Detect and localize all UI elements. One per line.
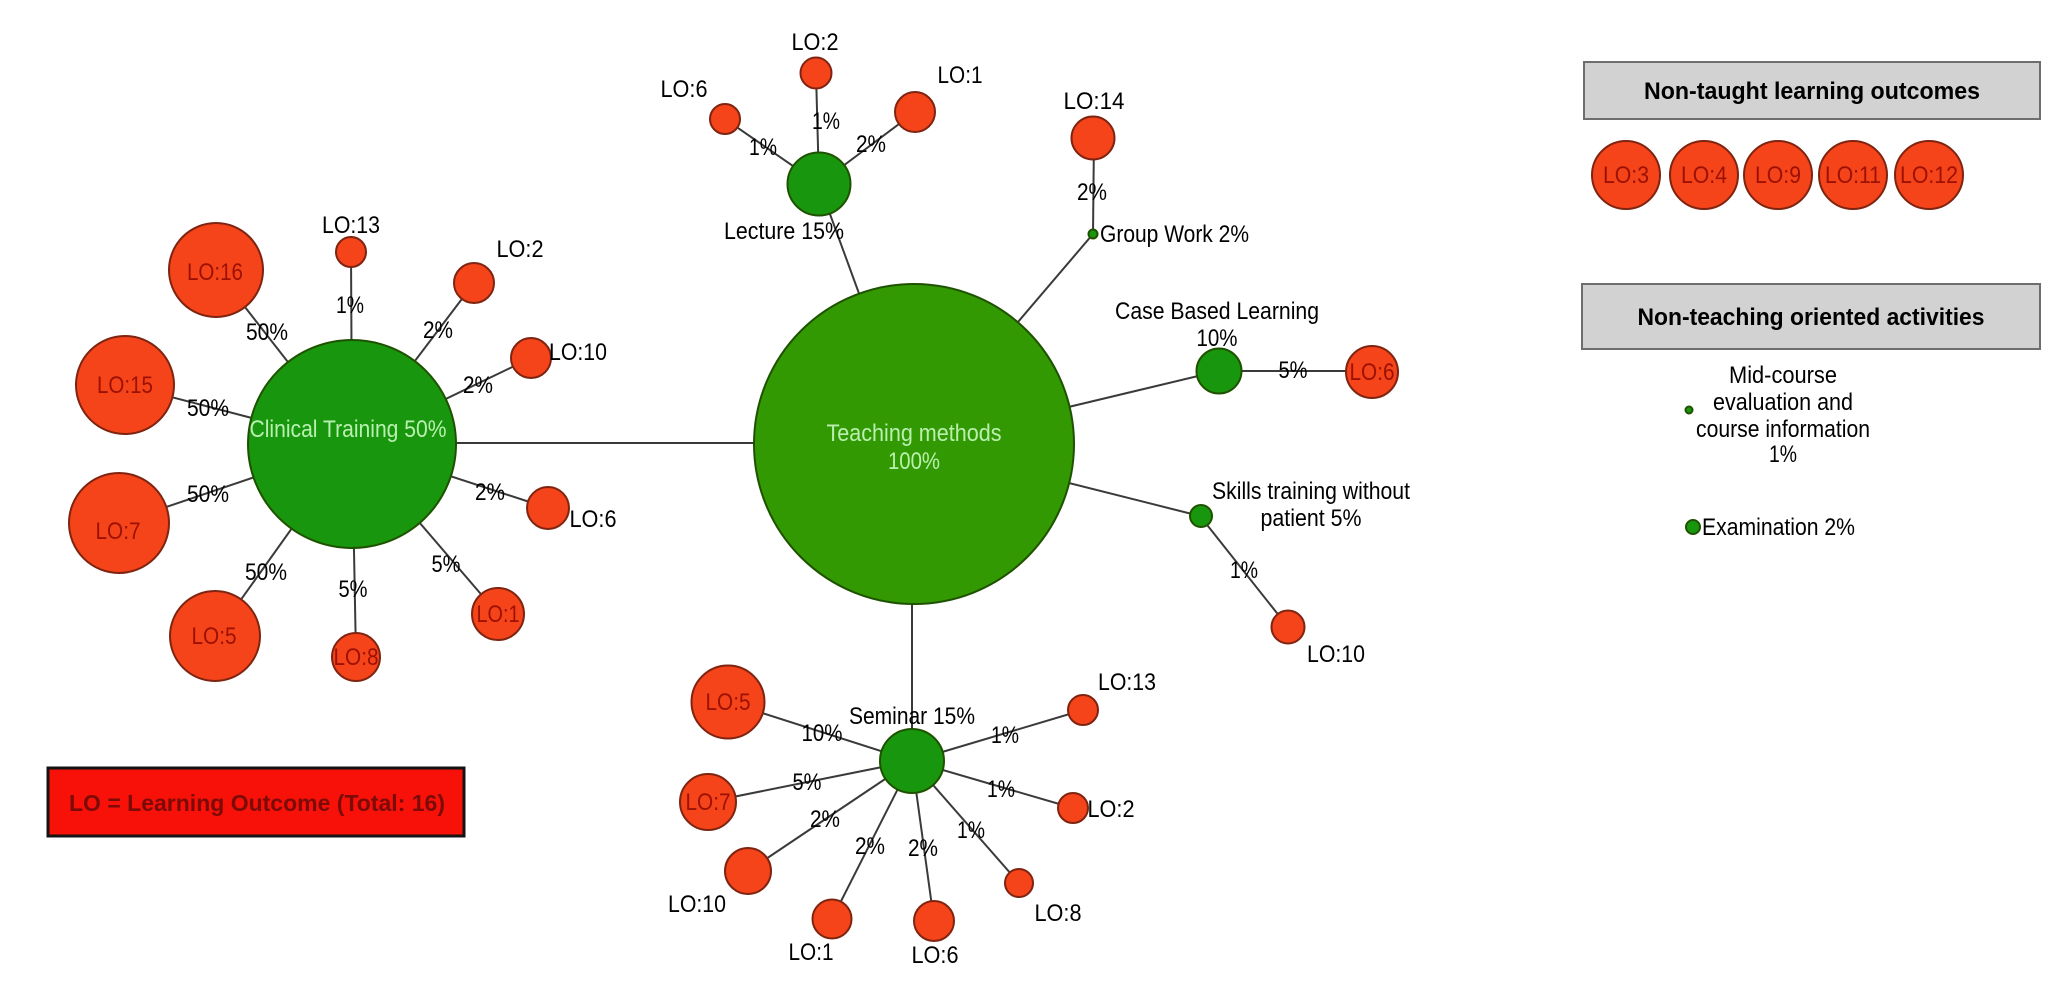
svg-text:LO:10: LO:10	[668, 891, 726, 918]
svg-text:LO:9: LO:9	[1755, 162, 1801, 189]
svg-text:10%: 10%	[802, 720, 843, 747]
svg-text:5%: 5%	[339, 576, 368, 603]
svg-text:LO:7: LO:7	[686, 789, 731, 816]
svg-text:Clinical Training 50%: Clinical Training 50%	[250, 416, 447, 443]
svg-text:Non-taught learning outcomes: Non-taught learning outcomes	[1644, 78, 1980, 105]
svg-text:Case Based Learning: Case Based Learning	[1115, 298, 1319, 325]
svg-text:2%: 2%	[810, 806, 840, 833]
svg-text:2%: 2%	[475, 479, 505, 506]
svg-text:Examination 2%: Examination 2%	[1702, 514, 1855, 541]
svg-text:2%: 2%	[855, 833, 885, 860]
svg-text:LO:8: LO:8	[1035, 900, 1082, 927]
svg-text:patient 5%: patient 5%	[1261, 505, 1362, 532]
svg-text:LO:13: LO:13	[1098, 669, 1156, 696]
svg-text:1%: 1%	[749, 134, 777, 161]
svg-text:Teaching methods: Teaching methods	[827, 420, 1002, 447]
svg-text:LO:10: LO:10	[1307, 641, 1365, 668]
svg-text:LO:6: LO:6	[1350, 359, 1395, 386]
svg-text:LO:12: LO:12	[1900, 162, 1958, 189]
svg-text:evaluation and: evaluation and	[1713, 389, 1853, 416]
svg-text:Non-teaching oriented activiti: Non-teaching oriented activities	[1638, 304, 1985, 331]
svg-text:2%: 2%	[463, 372, 493, 399]
svg-text:LO:2: LO:2	[1088, 796, 1135, 823]
svg-text:LO:14: LO:14	[1064, 88, 1125, 115]
svg-text:2%: 2%	[1077, 179, 1107, 206]
svg-text:LO:13: LO:13	[322, 212, 380, 239]
svg-text:LO:7: LO:7	[96, 518, 141, 545]
svg-text:LO:6: LO:6	[661, 76, 708, 103]
svg-text:LO:4: LO:4	[1681, 162, 1727, 189]
svg-text:LO:6: LO:6	[912, 942, 959, 969]
svg-text:100%: 100%	[888, 448, 940, 475]
svg-text:2%: 2%	[423, 317, 453, 344]
svg-text:LO:1: LO:1	[477, 601, 520, 628]
svg-text:50%: 50%	[187, 481, 229, 508]
svg-text:course information: course information	[1696, 416, 1870, 443]
svg-text:LO:10: LO:10	[549, 339, 607, 366]
svg-text:LO:1: LO:1	[938, 62, 983, 89]
svg-text:2%: 2%	[856, 131, 886, 158]
svg-text:LO:15: LO:15	[97, 372, 153, 399]
svg-text:Seminar 15%: Seminar 15%	[849, 703, 975, 730]
svg-text:LO:3: LO:3	[1603, 162, 1649, 189]
svg-text:10%: 10%	[1197, 325, 1238, 352]
svg-text:50%: 50%	[245, 559, 287, 586]
svg-text:Group Work 2%: Group Work 2%	[1100, 221, 1249, 248]
svg-text:1%: 1%	[336, 292, 364, 319]
svg-text:LO:2: LO:2	[792, 29, 839, 56]
svg-text:Skills training without: Skills training without	[1212, 478, 1410, 505]
svg-text:50%: 50%	[187, 395, 229, 422]
svg-text:LO:11: LO:11	[1825, 162, 1881, 189]
svg-text:Mid-course: Mid-course	[1729, 362, 1837, 389]
svg-text:LO:5: LO:5	[706, 689, 751, 716]
svg-text:Lecture 15%: Lecture 15%	[724, 218, 844, 245]
svg-text:1%: 1%	[991, 722, 1019, 749]
svg-text:LO:6: LO:6	[570, 506, 617, 533]
svg-text:5%: 5%	[1279, 357, 1308, 384]
svg-text:1%: 1%	[812, 108, 840, 135]
svg-text:LO:5: LO:5	[192, 623, 237, 650]
svg-text:1%: 1%	[1230, 557, 1258, 584]
svg-text:5%: 5%	[432, 551, 461, 578]
svg-text:5%: 5%	[793, 769, 822, 796]
svg-text:LO:2: LO:2	[497, 236, 544, 263]
svg-text:1%: 1%	[957, 817, 985, 844]
svg-text:1%: 1%	[987, 776, 1015, 803]
svg-text:50%: 50%	[246, 319, 288, 346]
svg-text:1%: 1%	[1769, 441, 1797, 468]
svg-text:LO:16: LO:16	[187, 259, 243, 286]
svg-text:LO:1: LO:1	[789, 939, 834, 966]
svg-text:LO:8: LO:8	[334, 644, 379, 671]
svg-text:LO = Learning Outcome (Total:: LO = Learning Outcome (Total: 16)	[69, 790, 445, 816]
svg-text:2%: 2%	[908, 835, 938, 862]
